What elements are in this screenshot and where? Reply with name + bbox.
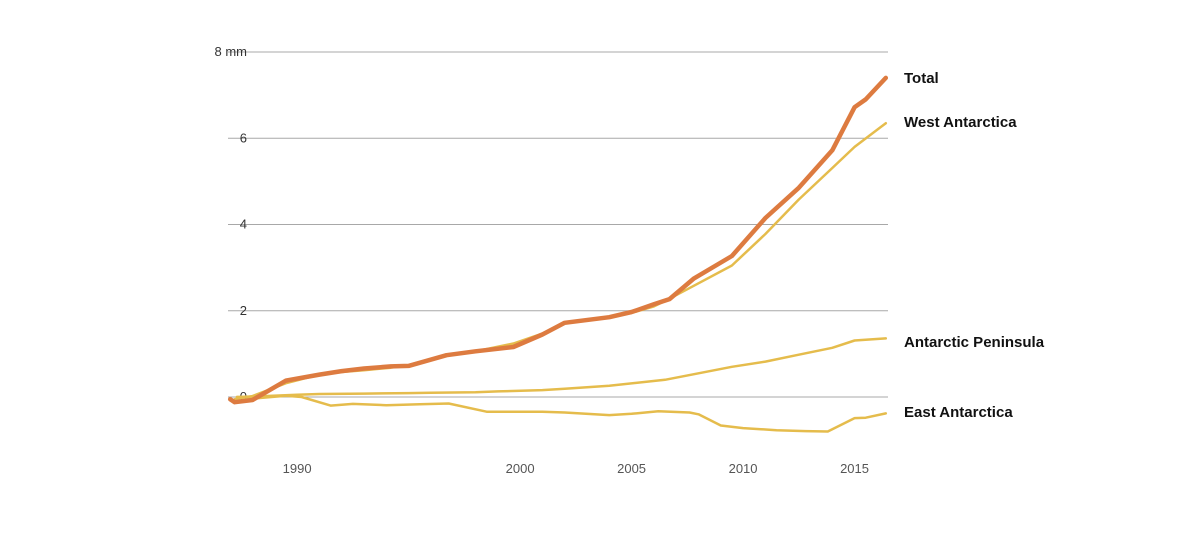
series-label-east-antarctica: East Antarctica xyxy=(904,404,1013,421)
series-label-total: Total xyxy=(904,70,939,87)
series-label-antarctic-peninsula: Antarctic Peninsula xyxy=(904,334,1045,351)
series-label-west-antarctica: West Antarctica xyxy=(904,114,1017,131)
gridlines xyxy=(228,51,888,398)
x-axis-tick-labels: 1990 2000 2005 2010 2015 xyxy=(283,461,869,476)
y-tick-label-6: 6 xyxy=(240,130,247,145)
x-tick-label-2005: 2005 xyxy=(617,461,646,476)
series-labels: Total West Antarctica Antarctic Peninsula E… xyxy=(904,70,1045,421)
x-tick-label-1990: 1990 xyxy=(283,461,312,476)
x-tick-label-2000: 2000 xyxy=(506,461,535,476)
series-line-total xyxy=(227,75,889,405)
series-line-east-antarctica xyxy=(235,394,888,433)
y-tick-label-8-mm: 8 mm xyxy=(215,44,248,59)
y-tick-label-4: 4 xyxy=(240,217,247,232)
series-line-antarctic-peninsula xyxy=(235,337,888,399)
x-tick-label-2010: 2010 xyxy=(729,461,758,476)
x-tick-label-2015: 2015 xyxy=(840,461,869,476)
y-tick-label-2: 2 xyxy=(240,303,247,318)
series-lines xyxy=(227,75,889,433)
